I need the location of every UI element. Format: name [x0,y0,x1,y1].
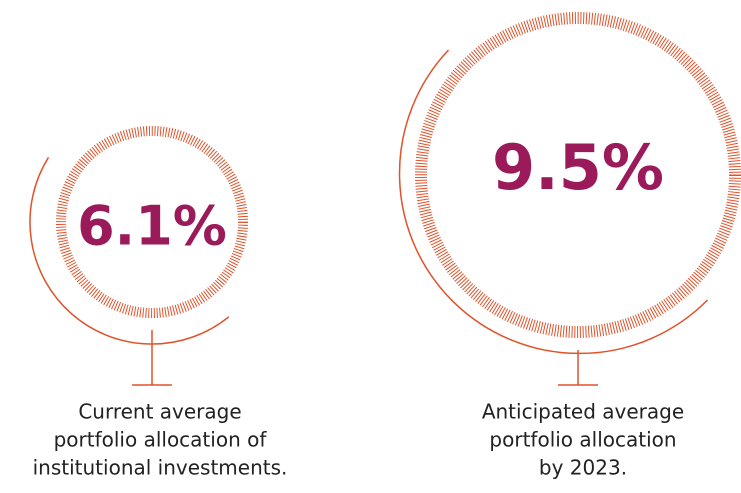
caption-line: Current average [78,400,241,424]
right-gauge: 9.5% Anticipated average portfolio alloc… [398,12,741,480]
tick-ring [56,126,248,318]
caption-line: institutional investments. [33,456,288,480]
tick-ring [415,12,741,338]
caption-line: portfolio allocation of [54,428,268,452]
outer-arc [29,157,230,345]
value: 9.5% [492,131,664,204]
caption-line: portfolio allocation [489,428,676,452]
caption-line: Anticipated average [482,400,684,424]
outer-arc [398,49,709,355]
left-gauge: 6.1% Current average portfolio allocatio… [29,126,288,480]
value: 6.1% [77,195,227,258]
caption-line: by 2023. [539,456,627,480]
